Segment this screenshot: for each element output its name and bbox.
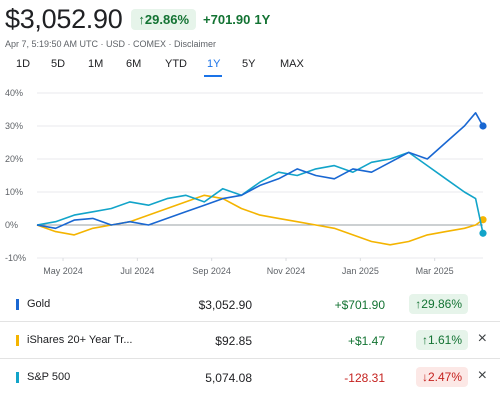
series-end-dot-0 bbox=[479, 122, 487, 130]
row-divider bbox=[0, 321, 500, 322]
y-tick-label: 0% bbox=[5, 220, 18, 230]
series-line-2 bbox=[36, 151, 484, 234]
series-line-0 bbox=[36, 111, 484, 230]
asset-price: 5,074.08 bbox=[205, 371, 252, 385]
range-tabs: 1D 5D 1M 6M YTD 1Y 5Y MAX bbox=[0, 58, 320, 78]
gold-color-swatch bbox=[16, 299, 19, 310]
asset-name: iShares 20+ Year Tr... bbox=[27, 334, 133, 346]
comparison-row-sp500[interactable]: S&P 500 5,074.08 -128.31 ↓2.47% × bbox=[0, 360, 500, 394]
asset-change: -128.31 bbox=[344, 371, 385, 385]
y-tick-label: 20% bbox=[5, 154, 23, 164]
tab-5d[interactable]: 5D bbox=[51, 58, 66, 70]
percent-change-badge: ↑29.86% bbox=[131, 9, 197, 30]
asset-percent-badge: ↑29.86% bbox=[409, 294, 468, 314]
tab-ytd[interactable]: YTD bbox=[165, 58, 187, 70]
asset-change: +$701.90 bbox=[334, 298, 385, 312]
series-line-1 bbox=[36, 194, 484, 246]
series-end-dot-2 bbox=[479, 229, 487, 237]
performance-chart[interactable]: 40% 30% 20% 10% 0% -10% May 2024 Jul 2024 Sep 20… bbox=[0, 86, 500, 281]
x-tick-label: May 2024 bbox=[43, 266, 83, 276]
tab-5y[interactable]: 5Y bbox=[242, 58, 256, 70]
x-tick-label: Jan 2025 bbox=[342, 266, 379, 276]
sp500-color-swatch bbox=[16, 372, 19, 383]
tab-max[interactable]: MAX bbox=[280, 58, 304, 70]
current-price: $3,052.90 bbox=[5, 4, 123, 34]
asset-name: Gold bbox=[27, 298, 51, 310]
treasury-color-swatch bbox=[16, 335, 19, 346]
x-tick-label: Jul 2024 bbox=[120, 266, 154, 276]
x-tick-label: Nov 2024 bbox=[267, 266, 306, 276]
absolute-change: +701.90 bbox=[203, 12, 251, 27]
asset-price: $3,052.90 bbox=[198, 298, 252, 312]
comparison-row-treasury[interactable]: iShares 20+ Year Tr... $92.85 +$1.47 ↑1.… bbox=[0, 323, 500, 357]
asset-name: S&P 500 bbox=[27, 371, 71, 383]
remove-comparison-close-icon[interactable]: × bbox=[477, 330, 487, 347]
x-tick-label: Sep 2024 bbox=[192, 266, 231, 276]
y-tick-label: 40% bbox=[5, 88, 23, 98]
quote-meta: Apr 7, 5:19:50 AM UTC · USD · COMEX · Di… bbox=[5, 39, 217, 49]
row-divider bbox=[0, 358, 500, 359]
asset-change: +$1.47 bbox=[347, 334, 385, 348]
asset-percent-badge: ↑1.61% bbox=[415, 330, 468, 350]
asset-percent-badge: ↓2.47% bbox=[415, 367, 468, 387]
tab-1d[interactable]: 1D bbox=[16, 58, 31, 70]
y-tick-label: -10% bbox=[5, 253, 26, 263]
change-period: 1Y bbox=[254, 12, 271, 27]
remove-comparison-close-icon[interactable]: × bbox=[477, 367, 487, 384]
tab-1m[interactable]: 1M bbox=[88, 58, 104, 70]
comparison-row-gold[interactable]: Gold $3,052.90 +$701.90 ↑29.86% bbox=[0, 287, 500, 321]
active-tab-indicator bbox=[204, 75, 222, 77]
y-tick-label: 30% bbox=[5, 121, 23, 131]
tab-6m[interactable]: 6M bbox=[126, 58, 142, 70]
tab-1y[interactable]: 1Y bbox=[207, 58, 221, 70]
asset-price: $92.85 bbox=[215, 334, 252, 348]
price-header: $3,052.90 ↑29.86% +701.90 1Y bbox=[5, 4, 270, 35]
x-tick-label: Mar 2025 bbox=[416, 266, 454, 276]
y-tick-label: 10% bbox=[5, 187, 23, 197]
